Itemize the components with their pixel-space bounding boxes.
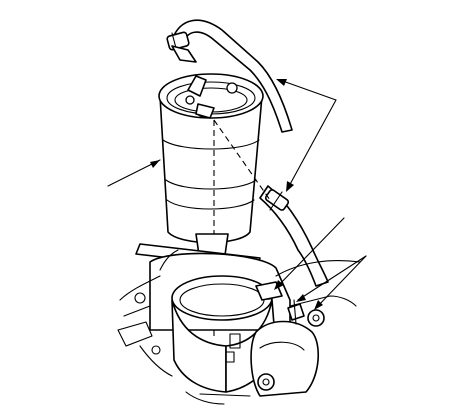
- callout-lines: [107, 79, 367, 310]
- arrow-head: [286, 181, 294, 192]
- vehicle-frame: [117, 249, 361, 405]
- arrow-head: [314, 300, 323, 310]
- mounting-bracket: [135, 243, 291, 393]
- arrow-head: [274, 280, 284, 290]
- arrow-head: [150, 160, 160, 168]
- mounting-bolts: [287, 299, 325, 327]
- filter-canister: [158, 73, 271, 340]
- arrow-head: [276, 79, 287, 86]
- arrow-head: [296, 294, 306, 302]
- fuel-hoses: [166, 19, 329, 287]
